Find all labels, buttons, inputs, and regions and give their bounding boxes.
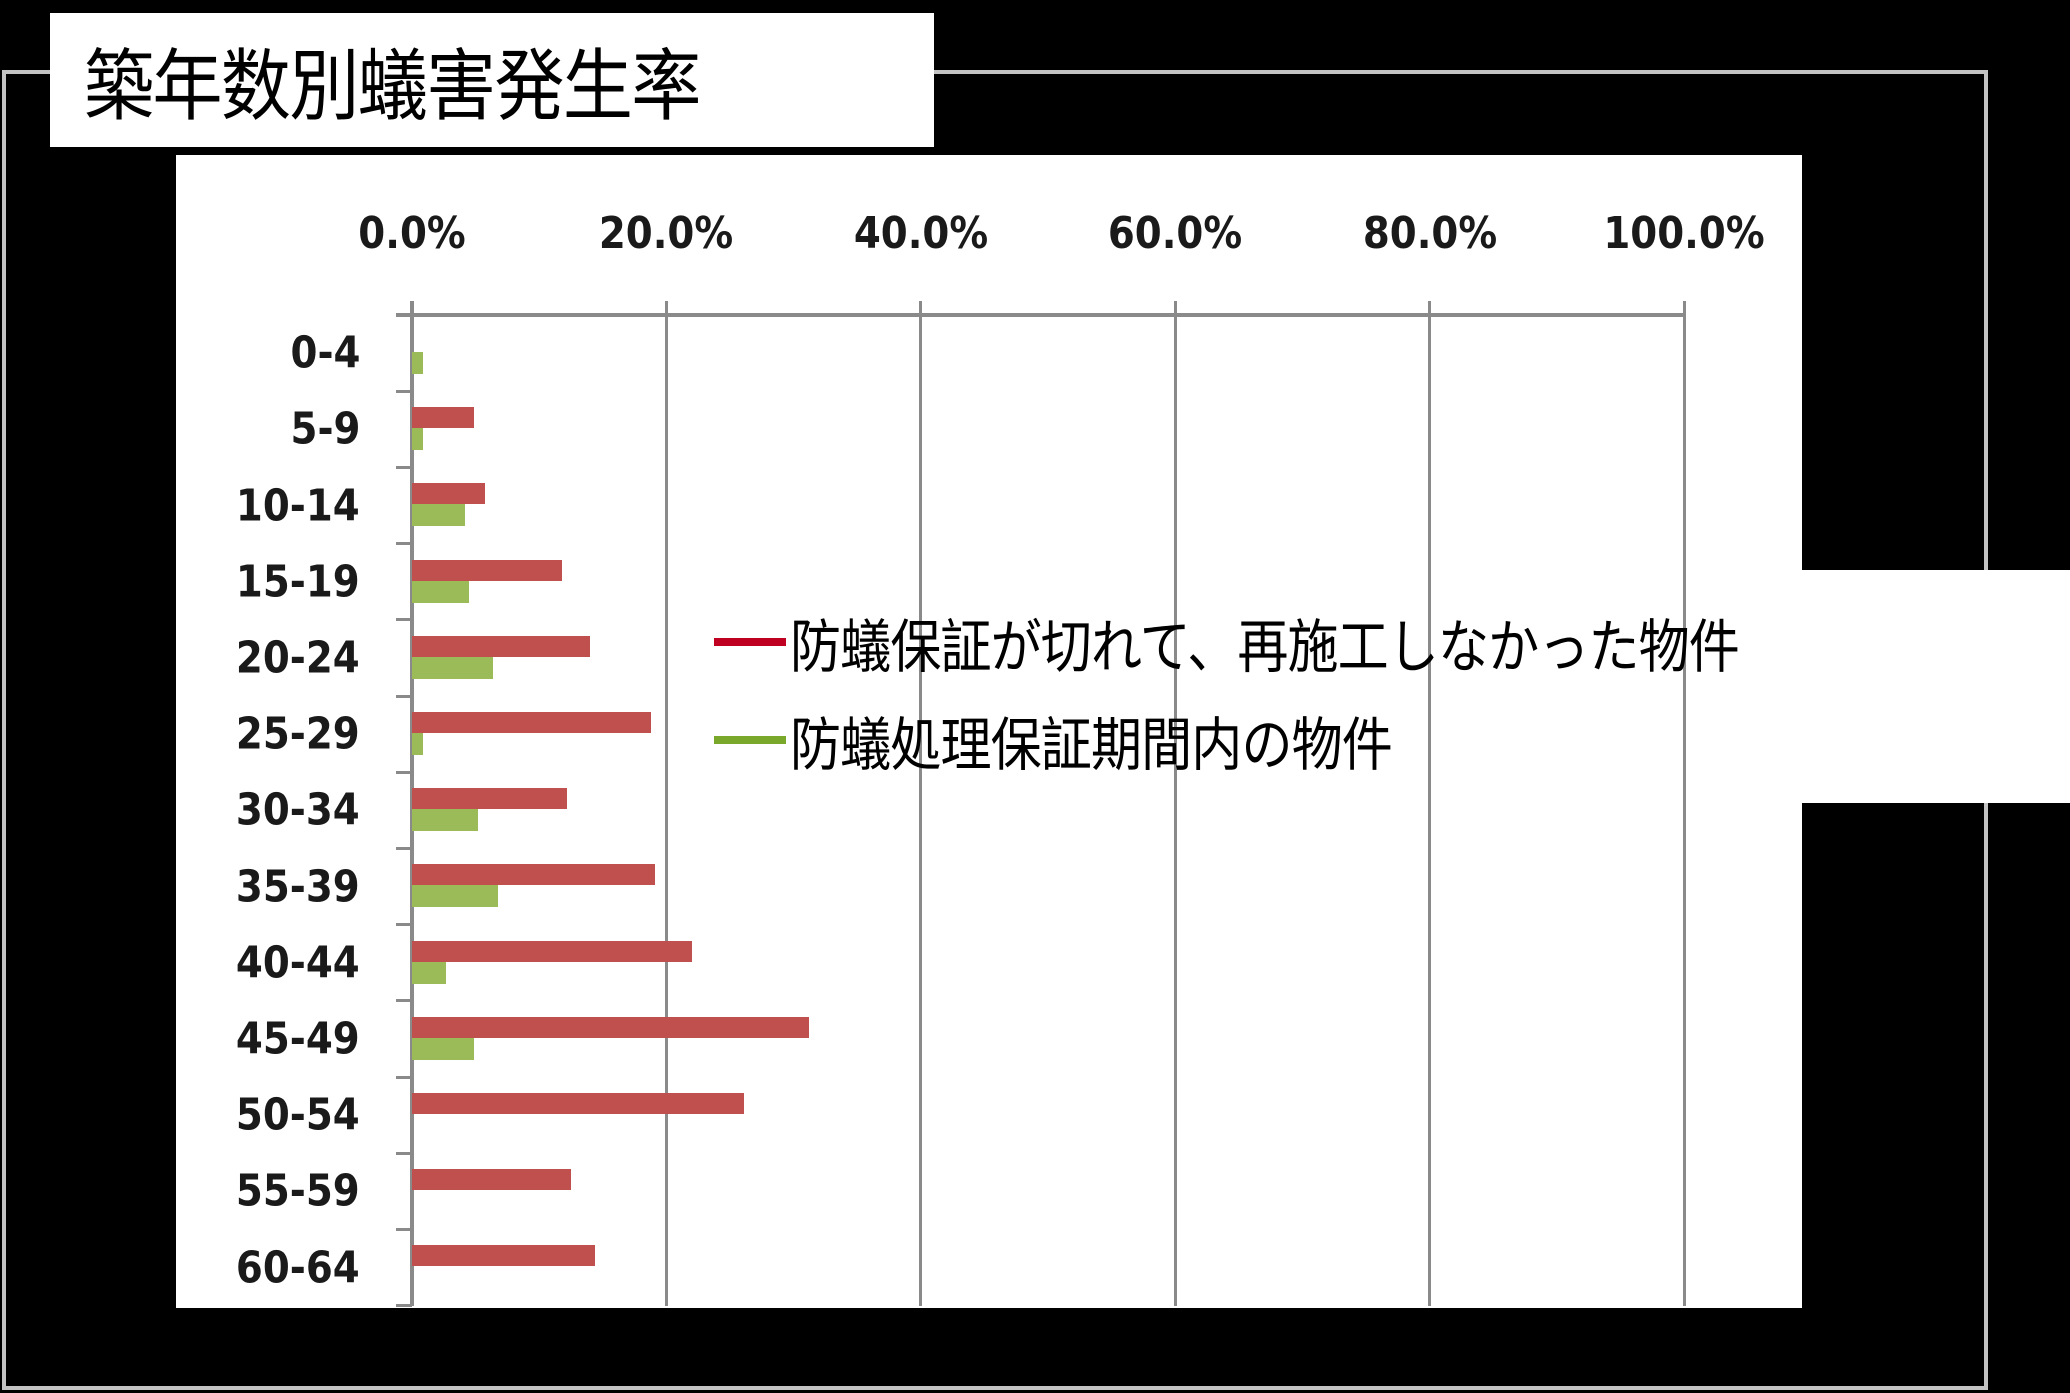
legend-swatch-red <box>714 638 786 646</box>
bar-expired <box>412 788 568 810</box>
y-category-label: 10-14 <box>236 480 360 531</box>
y-category-label: 0-4 <box>290 327 360 379</box>
x-axis-line <box>396 313 1684 317</box>
bar-expired <box>412 712 652 733</box>
bar-under-warranty <box>412 352 424 374</box>
legend-item-expired: 防蟻保証が切れて、再施工しなかった物件 <box>714 600 1868 684</box>
y-category-label: 45-49 <box>236 1013 360 1065</box>
x-tick-label: 80.0% <box>1362 208 1497 259</box>
x-tick-label: 100.0% <box>1603 208 1765 259</box>
legend-swatch-green <box>714 736 786 744</box>
y-category-label: 5-9 <box>290 403 360 455</box>
gridline <box>919 301 923 1306</box>
gridline <box>664 301 668 1306</box>
x-tick-label: 0.0% <box>358 208 466 259</box>
y-tick <box>396 618 412 622</box>
bar-expired <box>412 1016 809 1038</box>
bar-expired <box>412 940 692 962</box>
bar-expired <box>412 559 563 581</box>
gridline <box>1173 301 1177 1306</box>
y-category-label: 40-44 <box>236 937 360 989</box>
y-category-label: 25-29 <box>236 708 360 760</box>
bar-under-warranty <box>412 1037 475 1060</box>
bar-under-warranty <box>412 504 466 527</box>
legend-label: 防蟻保証が切れて、再施工しなかった物件 <box>790 613 1740 681</box>
title-box: 築年数別蟻害発生率 <box>50 13 934 147</box>
y-tick <box>396 1227 412 1231</box>
bar-under-warranty <box>412 580 470 603</box>
y-category-label: 50-54 <box>236 1089 360 1141</box>
bar-under-warranty <box>412 961 447 984</box>
x-tick-label: 60.0% <box>1108 208 1243 259</box>
bar-under-warranty <box>412 885 499 908</box>
y-tick <box>396 694 412 698</box>
legend-label: 防蟻処理保証期間内の物件 <box>790 711 1393 779</box>
y-category-label: 60-64 <box>236 1242 360 1293</box>
y-category-label: 20-24 <box>236 632 360 684</box>
bar-expired <box>412 483 485 505</box>
gridline <box>1428 301 1432 1306</box>
bar-expired <box>412 1093 744 1114</box>
x-tick-label: 40.0% <box>853 208 988 259</box>
bar-expired <box>412 635 591 657</box>
bar-under-warranty <box>412 733 424 755</box>
y-category-label: 30-34 <box>236 784 360 836</box>
bar-under-warranty <box>412 656 494 679</box>
bar-expired <box>412 407 475 429</box>
bar-expired <box>412 864 655 886</box>
legend-background-panel <box>1802 570 2070 803</box>
bar-expired <box>412 1169 571 1191</box>
y-tick <box>396 923 412 927</box>
bar-under-warranty <box>412 428 424 451</box>
chart-title: 築年数別蟻害発生率 <box>84 42 701 132</box>
y-tick <box>396 999 412 1003</box>
y-tick <box>396 542 412 546</box>
y-category-label: 55-59 <box>236 1165 360 1217</box>
bar-expired <box>412 1245 596 1267</box>
y-tick <box>396 770 412 774</box>
y-tick <box>396 846 412 850</box>
y-tick <box>396 1075 412 1079</box>
y-category-label: 15-19 <box>236 556 360 608</box>
bar-under-warranty <box>412 809 479 832</box>
y-tick <box>396 389 412 393</box>
y-tick <box>396 1151 412 1155</box>
legend-item-under-warranty: 防蟻処理保証期間内の物件 <box>714 698 1474 782</box>
x-tick-label: 20.0% <box>599 208 734 259</box>
y-tick <box>396 1304 412 1308</box>
gridline <box>1682 301 1686 1306</box>
y-tick <box>396 465 412 469</box>
y-category-label: 35-39 <box>236 861 360 912</box>
